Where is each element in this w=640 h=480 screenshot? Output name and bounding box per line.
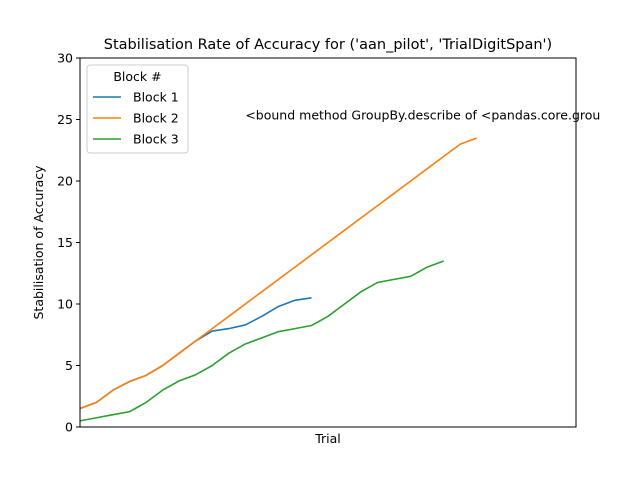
y-tick-label: 25 <box>57 112 73 127</box>
chart-title: Stabilisation Rate of Accuracy for ('aan… <box>104 37 552 53</box>
y-axis: 0 5 10 15 20 25 30 <box>57 51 80 435</box>
legend-label-1: Block 1 <box>133 90 179 105</box>
series-line-2 <box>79 137 478 410</box>
series-lines <box>79 137 478 422</box>
legend-title: Block # <box>113 69 161 84</box>
y-tick-label: 10 <box>57 297 73 312</box>
annotation-text: <bound method GroupBy.describe of <panda… <box>245 108 600 123</box>
x-axis-label: Trial <box>314 431 341 446</box>
legend-label-3: Block 3 <box>133 132 179 147</box>
y-tick-label: 15 <box>57 235 73 250</box>
y-tick-label: 5 <box>65 358 73 373</box>
y-tick-label: 30 <box>57 51 73 66</box>
y-tick-label: 20 <box>57 174 73 189</box>
y-tick-label: 0 <box>65 420 73 435</box>
series-line-1 <box>79 297 312 410</box>
legend-box <box>86 64 189 154</box>
legend: Block # Block 1 Block 2 Block 3 <box>86 64 189 154</box>
y-axis-label: Stabilisation of Accuracy <box>31 165 46 320</box>
legend-label-2: Block 2 <box>133 111 179 126</box>
series-line-3 <box>79 260 445 422</box>
